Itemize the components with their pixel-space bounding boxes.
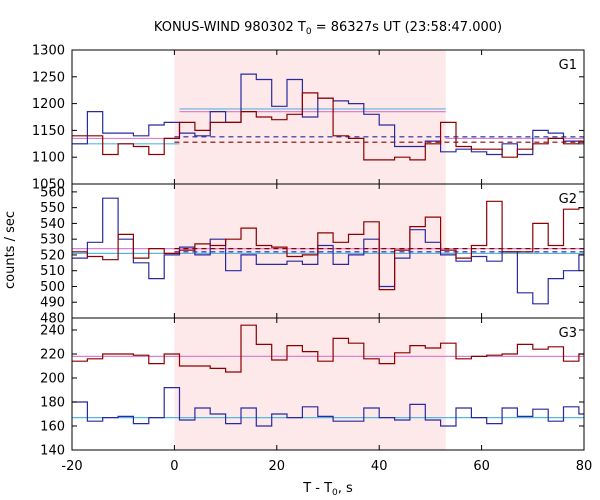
panel-g1: 1050 1100 1150 1200 1250 1300 G1 bbox=[32, 44, 585, 193]
panel-label: G3 bbox=[559, 326, 577, 341]
y-tick-label: 180 bbox=[40, 396, 65, 411]
y-tick-label: 1100 bbox=[32, 151, 65, 166]
panel-plot-area bbox=[72, 197, 584, 305]
panel-plot-area bbox=[72, 324, 584, 427]
panel-label: G1 bbox=[559, 58, 577, 73]
y-tick-label: 1200 bbox=[32, 97, 65, 112]
y-tick-label: 550 bbox=[40, 201, 65, 216]
y-tick-label: 480 bbox=[40, 312, 65, 327]
y-tick-label: 530 bbox=[40, 233, 65, 248]
y-tick-label: 220 bbox=[40, 348, 65, 363]
y-tick-label: 200 bbox=[40, 372, 65, 387]
x-tick-label: 80 bbox=[576, 459, 593, 474]
y-tick-label: 1250 bbox=[32, 70, 65, 85]
y-tick-label: 560 bbox=[40, 185, 65, 200]
red-lightcurve-step bbox=[72, 200, 584, 291]
panel-frame bbox=[71, 317, 585, 451]
y-tick-label: 490 bbox=[40, 296, 65, 311]
blue-lightcurve-step bbox=[72, 387, 584, 427]
x-axis-label: T - T0, s bbox=[302, 481, 353, 498]
y-tick-label: 510 bbox=[40, 264, 65, 279]
x-tick-label: 60 bbox=[473, 459, 490, 474]
y-tick-label: 160 bbox=[40, 420, 65, 435]
panel-label: G2 bbox=[559, 192, 577, 207]
y-tick-label: 1150 bbox=[32, 124, 65, 139]
red-lightcurve-step bbox=[72, 92, 584, 161]
panel-g3: 140 160 180 200 220 240 G3 bbox=[40, 317, 585, 459]
y-axis-label: counts / sec bbox=[3, 211, 18, 289]
chart-title: KONUS-WIND 980302 T0 = 86327s UT (23:58:… bbox=[154, 20, 502, 37]
x-tick-label: 20 bbox=[269, 459, 286, 474]
y-tick-label: 520 bbox=[40, 248, 65, 263]
panel-plot-area bbox=[72, 73, 584, 161]
y-tick-label: 140 bbox=[40, 444, 65, 459]
y-tick-label: 240 bbox=[40, 324, 65, 339]
x-tick-label: 0 bbox=[170, 459, 178, 474]
red-lightcurve-step bbox=[72, 324, 584, 373]
panels: 1050 1100 1150 1200 1250 1300 G1 48049050051052… bbox=[32, 44, 593, 475]
y-tick-label: 1300 bbox=[32, 44, 65, 59]
x-tick-label: 40 bbox=[371, 459, 388, 474]
y-tick-label: 1050 bbox=[32, 178, 65, 193]
x-tick-label: -20 bbox=[61, 459, 82, 474]
y-tick-label: 500 bbox=[40, 280, 65, 295]
y-tick-label: 540 bbox=[40, 217, 65, 232]
